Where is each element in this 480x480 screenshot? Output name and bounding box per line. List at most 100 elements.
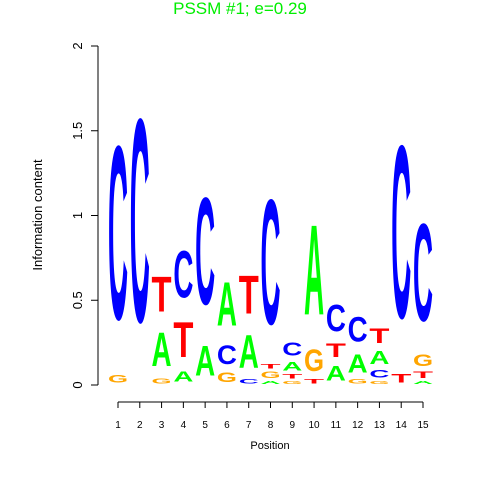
letter-group: G [108,374,128,386]
logo-letter: T [369,324,389,348]
letter-group: T [152,266,172,322]
x-tick-label: 14 [396,420,408,431]
x-tick-label: 1 [115,420,121,431]
logo-letter: C [282,339,302,359]
logo-letter: A [217,270,237,340]
logo-letter: C [391,95,411,370]
logo-letter: C [369,369,389,381]
letter-group: A [348,349,368,378]
letter-group: G [282,380,302,385]
y-tick-label: 0 [70,381,85,388]
letter-group: T [326,339,347,361]
letter-group: T [413,370,433,380]
letter-group: G [348,378,368,385]
logo-letter: A [282,360,302,374]
logo-letter: C [173,237,193,311]
logo-letter: A [348,349,368,378]
logo-letter: A [152,323,172,377]
chart-title: PSSM #1; e=0.29 [173,0,307,18]
logo-letter: G [413,351,433,370]
letter-group: A [369,348,389,368]
letter-group: G [413,351,433,370]
logo-letter: T [173,312,193,368]
logo-letter: T [391,372,411,385]
letter-group: C [391,95,411,370]
logo-letter: G [108,374,128,386]
logo-letter: C [260,163,280,363]
letter-group: A [239,327,259,379]
letter-group: C [348,311,368,350]
logo-letter: T [326,339,347,361]
letter-group: G [369,380,389,385]
letter-group: T [173,312,193,368]
logo-letter: T [282,373,303,380]
letter-group: G [260,370,280,380]
letter-group: T [304,378,325,385]
letter-group: C [260,163,280,363]
logo-letter: C [195,168,215,338]
letter-group: T [282,373,303,380]
logo-letter: A [369,348,389,368]
letter-group: C [108,95,128,372]
y-axis-label: Information content [30,159,45,271]
letter-group: C [217,339,237,370]
logo-letter: A [304,198,324,342]
logo-letter: G [348,378,368,385]
letter-group: A [195,338,215,385]
x-tick-label: 15 [417,420,429,431]
logo-letter: C [108,95,128,372]
letter-group: C [413,196,433,351]
logo-letter: C [239,379,259,386]
logo-letter: A [173,368,193,385]
letter-group: A [173,368,193,385]
letter-group: C [239,379,259,386]
logo-letter: A [326,362,346,385]
letter-group: A [217,270,237,340]
letter-group: G [304,344,324,379]
logo-letter: T [239,264,259,326]
x-tick-label: 3 [159,420,165,431]
x-tick-label: 2 [137,420,143,431]
letter-group: C [326,298,346,340]
x-tick-label: 7 [246,420,252,431]
logo-letter: G [282,380,302,385]
y-tick-label: 0.5 [70,291,85,309]
letter-group: C [282,339,302,359]
logo-letter: G [152,377,172,385]
logo-letter: G [304,344,324,379]
x-tick-label: 8 [268,420,274,431]
letter-group: T [239,264,259,326]
x-tick-label: 10 [309,420,321,431]
logo-letter: A [413,380,433,385]
letter-group: A [413,380,433,385]
logo-letter: C [217,339,237,370]
logo-letter: C [130,58,150,383]
letter-group: T [260,363,281,370]
letter-group: C [369,369,389,381]
x-tick-label: 6 [224,420,230,431]
letter-group: T [391,372,411,385]
letter-group: C [173,237,193,311]
logo-letter: G [217,370,237,385]
x-tick-label: 12 [352,420,364,431]
x-tick-label: 11 [331,420,342,431]
letter-group: G [217,370,237,385]
letter-group: G [152,377,172,385]
x-tick-label: 9 [290,420,296,431]
x-tick-label: 4 [181,420,187,431]
logo-letter: G [369,380,389,385]
logo-letter: T [304,378,325,385]
logo-letter: T [260,363,281,370]
logo-letter: A [260,380,280,385]
letter-group: A [260,380,280,385]
letter-group: A [152,323,172,377]
logo-letter: C [348,311,368,350]
letter-group: C [130,58,150,383]
letter-group: A [304,198,324,342]
logo-letter: A [239,327,259,379]
y-tick-label: 1 [70,212,85,219]
logo-letter: A [195,338,215,385]
letter-group: A [282,360,302,374]
logo-letter: T [413,370,433,380]
